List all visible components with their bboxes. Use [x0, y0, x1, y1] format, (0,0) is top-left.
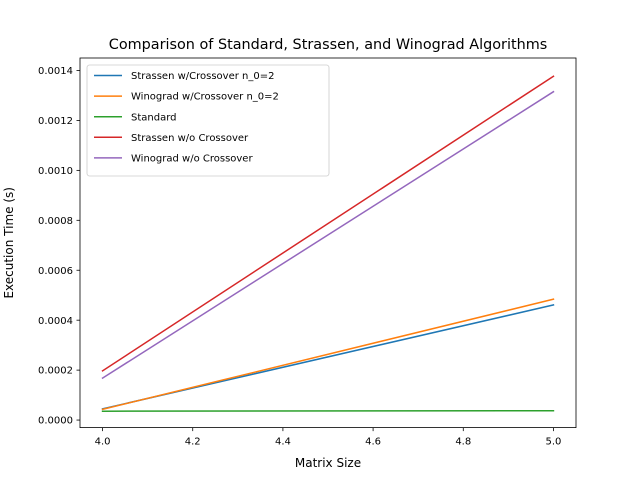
series-line-5 — [101, 90, 555, 380]
y-tick-label: 0.0006 — [38, 266, 73, 277]
x-tick-label: 4.6 — [365, 437, 381, 448]
legend-entry-label: Winograd w/Crossover n_0=2 — [131, 92, 279, 103]
y-tick-label: 0.0000 — [38, 416, 73, 427]
legend-entry-label: Strassen w/Crossover n_0=2 — [131, 71, 274, 82]
x-tick-label: 5.0 — [546, 437, 562, 448]
y-tick-label: 0.0008 — [38, 216, 73, 227]
x-axis-label: Matrix Size — [295, 456, 361, 470]
x-axis-ticks: 4.0 4.2 4.4 4.6 4.8 5.0 — [95, 427, 562, 448]
legend-entry-label: Winograd w/o Crossover — [131, 154, 253, 165]
y-axis-label: Execution Time (s) — [2, 187, 16, 298]
legend-entry-label: Standard — [131, 112, 177, 123]
legend-box — [86, 64, 330, 177]
y-axis-ticks: 0.0000 0.0002 0.0004 0.0006 0.0008 0.0010 0.00… — [38, 66, 80, 427]
x-tick-label: 4.2 — [185, 437, 201, 448]
x-tick-label: 4.4 — [275, 437, 291, 448]
legend: Strassen w/Crossover n_0=2 Winograd w/Cro… — [86, 64, 330, 177]
y-tick-label: 0.0012 — [38, 116, 73, 127]
series-line-4 — [101, 75, 555, 372]
plot-lines — [101, 75, 555, 412]
plot-frame — [79, 57, 577, 429]
y-tick-label: 0.0004 — [38, 316, 73, 327]
y-tick-label: 0.0002 — [38, 366, 73, 377]
legend-entry-label: Strassen w/o Crossover — [131, 133, 249, 144]
x-tick-label: 4.0 — [95, 437, 111, 448]
series-line-2 — [101, 298, 555, 411]
chart-title: Comparison of Standard, Strassen, and Wi… — [109, 37, 547, 53]
y-tick-label: 0.0010 — [38, 166, 73, 177]
y-tick-label: 0.0014 — [38, 66, 73, 77]
x-tick-label: 4.8 — [455, 437, 471, 448]
